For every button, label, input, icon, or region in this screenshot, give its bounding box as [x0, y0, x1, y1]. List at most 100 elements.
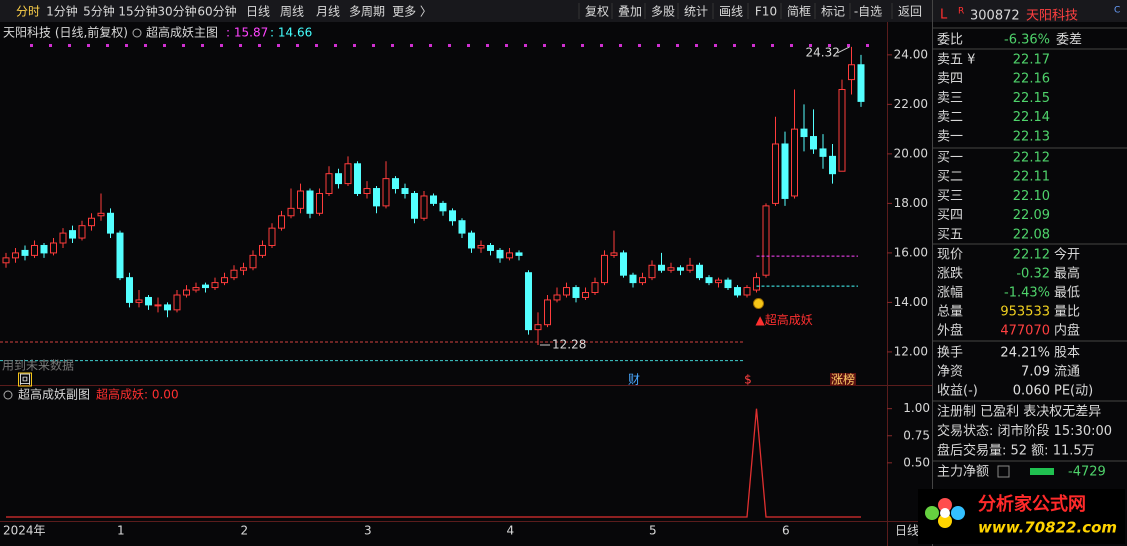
top-dot	[334, 44, 337, 47]
top-dot	[771, 44, 774, 47]
top-dot	[68, 44, 71, 47]
top-dot	[752, 44, 755, 47]
row-label: 委比	[937, 33, 963, 48]
high-label: 24.32	[806, 45, 840, 59]
candle-body	[259, 244, 266, 256]
candle-body	[696, 264, 703, 279]
toolbar-tab[interactable]: 多周期	[349, 5, 385, 19]
top-dot	[49, 44, 52, 47]
book-label: 买三	[937, 189, 963, 204]
candle-body	[506, 252, 513, 259]
event-mark[interactable]: 财	[628, 373, 640, 387]
candle-body	[762, 205, 770, 276]
candle-body	[21, 249, 29, 256]
book-label: 卖一	[937, 129, 963, 144]
x-tick-label: 6	[782, 524, 790, 538]
event-mark[interactable]: 涨榜	[831, 372, 855, 387]
toolbar-tab[interactable]: 30分钟	[157, 4, 196, 19]
candle-body	[164, 304, 171, 311]
candle-body	[316, 192, 323, 214]
event-mark[interactable]: 回	[19, 373, 31, 387]
book-label: 买二	[937, 170, 963, 185]
stock-code: 300872	[970, 9, 1020, 24]
toolbar-tab[interactable]: 月线	[316, 5, 340, 19]
top-dot	[467, 44, 470, 47]
toolbar-button[interactable]: -自选	[854, 5, 882, 19]
candle-body	[829, 155, 836, 175]
toolbar-button[interactable]: 简框	[787, 5, 811, 19]
y-tick-label: 14.00	[894, 295, 928, 309]
toolbar-tab[interactable]: 日线	[246, 5, 270, 19]
logo-core	[940, 508, 950, 518]
toolbar-tab[interactable]: 周线	[280, 5, 304, 19]
top-dot	[429, 44, 432, 47]
book-price: 22.17	[1013, 53, 1050, 68]
candle-body	[12, 252, 19, 259]
candle-body	[477, 244, 485, 249]
top-dot	[600, 44, 603, 47]
candle-body	[411, 192, 418, 219]
top-dot	[543, 44, 546, 47]
candle-body	[838, 89, 846, 172]
toolbar-button[interactable]: 返回	[898, 5, 922, 19]
toolbar-tab[interactable]: 15分钟	[118, 4, 157, 19]
toolbar-button[interactable]: 复权	[585, 5, 609, 19]
y-tick-label: 22.00	[894, 97, 928, 111]
candle-body	[97, 212, 105, 217]
flow-value: -4729	[1068, 465, 1106, 480]
toolbar-tab[interactable]: 分时	[16, 5, 40, 19]
top-dot	[353, 44, 356, 47]
y-tick-label: 18.00	[894, 196, 928, 210]
top-dot	[372, 44, 375, 47]
status-note: 注册制 已盈利 表决权无差异	[937, 404, 1101, 420]
logo-petal	[925, 506, 939, 520]
event-box	[830, 373, 856, 386]
candle-body	[496, 249, 504, 259]
candle-body	[382, 178, 390, 207]
top-dot	[87, 44, 90, 47]
toolbar-tab[interactable]: 更多 〉	[392, 5, 432, 19]
candle-body	[78, 225, 86, 239]
toolbar-button[interactable]: F10	[755, 5, 777, 19]
candle-body	[363, 188, 371, 194]
toolbar-button[interactable]: 统计	[684, 5, 708, 19]
candle-body	[781, 143, 789, 199]
row-value: -6.36%	[1004, 33, 1050, 48]
candle-body	[2, 257, 10, 264]
toolbar-button[interactable]: 标记	[821, 5, 845, 19]
candle-body	[791, 128, 798, 197]
x-tick-label: 1	[117, 524, 125, 538]
flag: L	[940, 8, 948, 23]
candle-body	[249, 254, 257, 269]
event-mark[interactable]: $	[744, 373, 752, 387]
stat-extra: 流通	[1054, 365, 1080, 380]
toolbar-tab[interactable]: 60分钟	[197, 4, 236, 19]
book-price: 22.12	[1013, 151, 1050, 166]
row-extra: 委差	[1056, 33, 1082, 48]
stat-value: 22.12	[1013, 248, 1050, 263]
indicator-value: : 14.66	[270, 26, 312, 40]
toolbar-button[interactable]: 多股	[651, 5, 675, 19]
top-dot	[695, 44, 698, 47]
toolbar-tab[interactable]: 5分钟	[83, 4, 115, 19]
sub-readout: 超高成妖: 0.00	[96, 387, 179, 402]
candle-body	[819, 148, 827, 157]
toolbar-tab[interactable]: 1分钟	[46, 4, 78, 19]
x-tick-label: 5	[649, 524, 657, 538]
logo-name: 分析家公式网	[978, 493, 1086, 515]
book-price: 22.16	[1013, 72, 1050, 87]
stat-label: 涨幅	[937, 286, 963, 301]
stat-value: 0.060	[1013, 384, 1050, 399]
y-tick-label: 12.00	[894, 344, 928, 358]
top-dot	[847, 44, 850, 47]
stat-label: 总量	[937, 305, 963, 320]
x-tick-label: 4	[507, 524, 515, 538]
candle-body	[59, 232, 67, 244]
candle-body	[639, 277, 646, 284]
candle-body	[487, 244, 494, 251]
toolbar-button[interactable]: 叠加	[618, 5, 642, 19]
top-dot	[866, 44, 869, 47]
candle-body	[145, 296, 152, 306]
candle-body	[211, 282, 219, 289]
toolbar-button[interactable]: 画线	[719, 5, 743, 19]
